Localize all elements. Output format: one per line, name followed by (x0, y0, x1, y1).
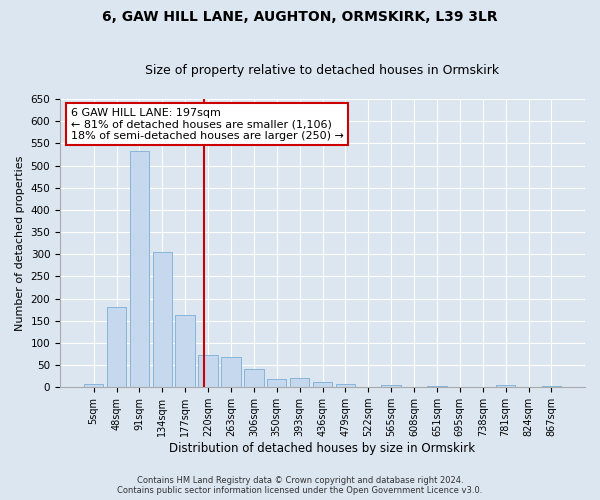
Bar (267, 379, 286, 387)
Bar (382, 385, 401, 387)
Bar (313, 382, 332, 387)
Bar (175, 316, 195, 387)
Text: 6 GAW HILL LANE: 197sqm
← 81% of detached houses are smaller (1,106)
18% of semi: 6 GAW HILL LANE: 197sqm ← 81% of detache… (71, 108, 343, 141)
Bar (221, 357, 241, 387)
Bar (130, 151, 149, 387)
Bar (542, 386, 561, 387)
Text: 6, GAW HILL LANE, AUGHTON, ORMSKIRK, L39 3LR: 6, GAW HILL LANE, AUGHTON, ORMSKIRK, L39… (102, 10, 498, 24)
Bar (199, 356, 218, 387)
Bar (152, 252, 172, 387)
Bar (84, 384, 103, 387)
Bar (290, 378, 310, 387)
X-axis label: Distribution of detached houses by size in Ormskirk: Distribution of detached houses by size … (169, 442, 476, 455)
Bar (496, 386, 515, 387)
Bar (107, 306, 126, 387)
Bar (244, 369, 263, 387)
Text: Contains HM Land Registry data © Crown copyright and database right 2024.
Contai: Contains HM Land Registry data © Crown c… (118, 476, 482, 495)
Title: Size of property relative to detached houses in Ormskirk: Size of property relative to detached ho… (145, 64, 500, 77)
Y-axis label: Number of detached properties: Number of detached properties (15, 156, 25, 331)
Bar (427, 386, 446, 387)
Bar (335, 384, 355, 387)
